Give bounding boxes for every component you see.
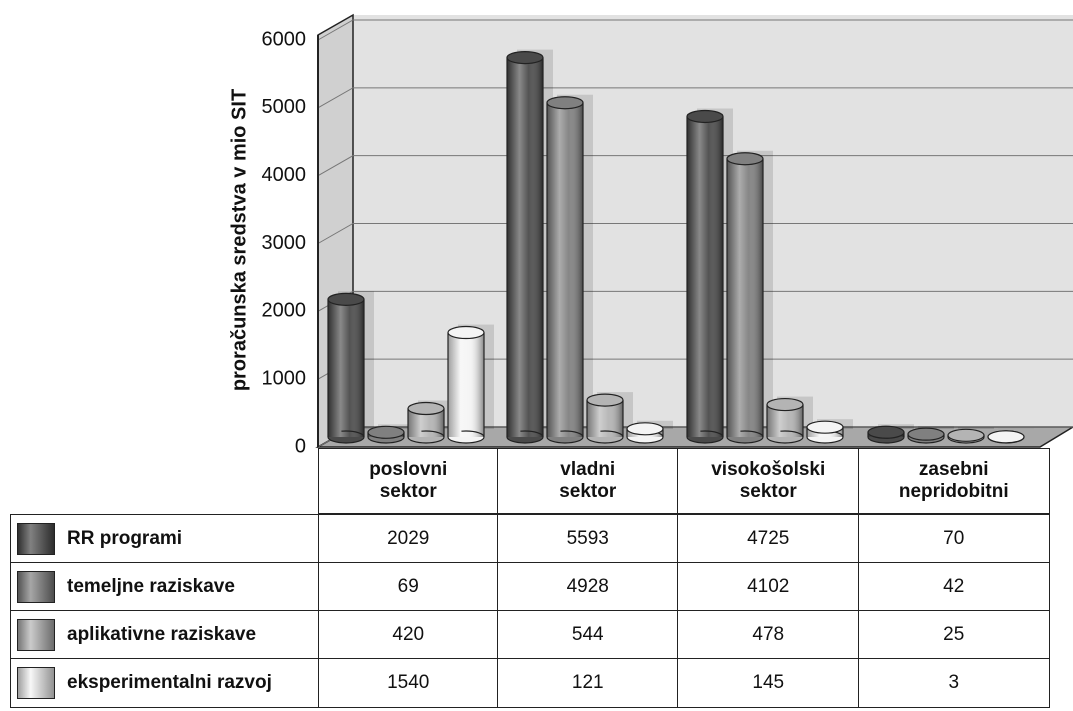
table-value: 478	[677, 610, 860, 660]
cylinder-shadow	[378, 424, 414, 429]
y-tick-label: 2000	[262, 300, 307, 322]
legend-label: eksperimentalni razvoj	[67, 671, 272, 693]
cylinder-shadow	[878, 424, 914, 429]
cylinder	[867, 424, 914, 444]
cylinder-top	[806, 420, 844, 434]
category-header: zasebni nepridobitni	[858, 448, 1050, 514]
grid-line	[317, 155, 1073, 177]
table-value: 420	[318, 610, 499, 660]
legend-swatch	[17, 522, 55, 555]
cylinder-top	[367, 425, 405, 439]
table-value: 544	[497, 610, 679, 660]
cylinder-shade	[687, 116, 723, 438]
table-value: 5593	[497, 514, 679, 564]
legend-entry: eksperimentalni razvoj	[10, 658, 320, 708]
cylinder-top	[506, 51, 544, 65]
y-tick-label: 6000	[262, 28, 307, 50]
cylinder	[626, 420, 673, 444]
cylinder	[987, 428, 1034, 444]
grid-line	[317, 19, 1073, 41]
cylinder-shade	[448, 332, 484, 437]
cylinder	[506, 49, 553, 444]
cylinder	[766, 396, 813, 444]
category-header: vladni sektor	[497, 448, 679, 514]
table-value: 1540	[318, 658, 499, 708]
table-value: 4928	[497, 562, 679, 612]
cylinder	[546, 94, 593, 444]
y-tick-label: 4000	[262, 164, 307, 186]
cylinder	[947, 427, 994, 444]
legend-label: temeljne raziskave	[67, 575, 235, 597]
table-value: 42	[858, 562, 1050, 612]
cylinder-top	[726, 152, 764, 166]
cylinder-top	[987, 430, 1025, 444]
cylinder-shade	[547, 102, 583, 437]
cylinder-top	[947, 428, 985, 442]
cylinder-top	[546, 96, 584, 110]
cylinder-shadow	[918, 426, 954, 429]
cylinder-top	[686, 109, 724, 124]
cylinder	[586, 392, 633, 444]
legend-entry: temeljne raziskave	[10, 562, 320, 612]
cylinder-top	[407, 401, 445, 416]
cylinder-shade	[727, 158, 763, 437]
cylinder-shade	[507, 57, 543, 438]
cylinder	[726, 150, 773, 444]
legend-label: RR programi	[67, 527, 183, 549]
category-label: zasebni nepridobitni	[898, 459, 1009, 502]
y-tick-label: 1000	[262, 367, 307, 389]
cylinder-top	[626, 422, 664, 436]
y-tick-label: 0	[295, 435, 306, 457]
cylinder-top	[867, 425, 905, 439]
cylinder	[686, 108, 733, 444]
legend-entry: aplikativne raziskave	[10, 610, 320, 660]
table-value: 4102	[677, 562, 860, 612]
table-value: 145	[677, 658, 860, 708]
grid-line	[317, 223, 1073, 244]
cylinder-top	[766, 397, 804, 412]
y-tick-label: 5000	[262, 96, 307, 118]
cylinder	[447, 324, 494, 444]
table-value: 4725	[677, 514, 860, 564]
legend-swatch	[17, 666, 55, 699]
cylinder-shadow	[958, 427, 994, 429]
table-value: 69	[318, 562, 499, 612]
category-label: vladni sektor	[559, 459, 617, 502]
legend-swatch	[17, 570, 55, 603]
y-axis-label: proračunska sredstva v mio SIT	[228, 89, 250, 391]
cylinder-top	[327, 292, 365, 306]
legend-entry: RR programi	[10, 514, 320, 564]
table-value: 3	[858, 658, 1050, 708]
table-value: 2029	[318, 514, 499, 564]
table-value: 70	[858, 514, 1050, 564]
cylinder	[327, 291, 374, 444]
category-label: poslovni sektor	[369, 459, 448, 502]
grid-line	[317, 87, 1073, 109]
y-tick-label: 3000	[262, 232, 307, 254]
cylinder	[806, 419, 853, 444]
legend-label: aplikativne raziskave	[67, 623, 257, 645]
category-header: visokošolski sektor	[677, 448, 860, 514]
legend-swatch	[17, 618, 55, 651]
table-value: 25	[858, 610, 1050, 660]
table-value: 121	[497, 658, 679, 708]
cylinder-top	[447, 325, 485, 340]
cylinder-shade	[328, 299, 364, 437]
cylinder	[907, 426, 954, 444]
category-header: poslovni sektor	[318, 448, 499, 514]
cylinder	[367, 424, 414, 444]
cylinder-top	[907, 427, 945, 441]
cylinder-top	[586, 393, 624, 407]
category-label: visokošolski sektor	[711, 459, 826, 502]
